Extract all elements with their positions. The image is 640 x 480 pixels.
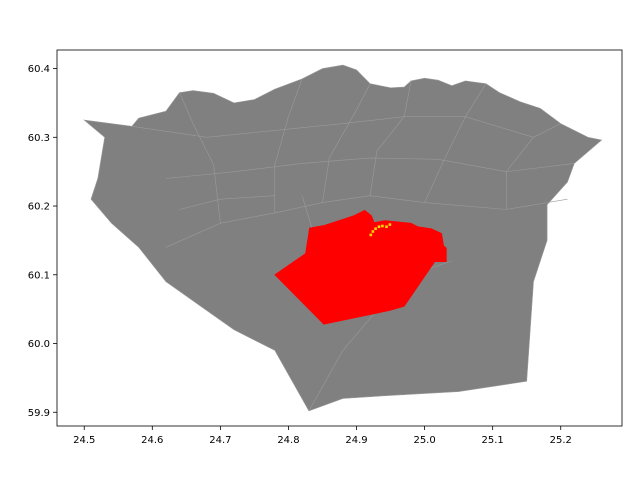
y-tick-label-6: 60.4 bbox=[28, 64, 50, 75]
point-marker-1 bbox=[369, 233, 373, 237]
y-tick-label-1: 59.9 bbox=[28, 408, 50, 419]
point-marker-2 bbox=[371, 230, 375, 233]
plot-area bbox=[83, 64, 603, 412]
y-tick-label-4: 60.2 bbox=[28, 202, 50, 213]
x-tick-label-2: 24.6 bbox=[141, 435, 163, 446]
x-tick-label-6: 25.0 bbox=[413, 435, 435, 446]
district-border-8 bbox=[165, 157, 575, 179]
point-marker-3 bbox=[374, 227, 377, 230]
district-border-5 bbox=[369, 80, 412, 196]
axes-frame bbox=[56, 49, 623, 427]
point-marker-6 bbox=[385, 225, 388, 228]
highlighted-district bbox=[274, 209, 447, 325]
district-border-1 bbox=[165, 195, 568, 248]
x-tick-label-4: 24.8 bbox=[277, 435, 299, 446]
x-tick-label-8: 25.2 bbox=[550, 435, 572, 446]
point-marker-7 bbox=[388, 223, 392, 226]
y-tick-label-2: 60.0 bbox=[28, 339, 50, 350]
x-tick-label-7: 25.1 bbox=[482, 435, 504, 446]
district-border-9 bbox=[131, 116, 534, 138]
x-tick-label-1: 24.5 bbox=[73, 435, 95, 446]
axes: 24.5 24.6 24.7 24.8 24.9 25.0 25.1 25.2 59.9 60.0… bbox=[28, 49, 623, 446]
y-tick-label-3: 60.1 bbox=[28, 270, 50, 281]
point-marker-4 bbox=[377, 225, 381, 228]
district-border-2 bbox=[179, 92, 221, 224]
district-border-3 bbox=[274, 78, 303, 213]
point-marker-5 bbox=[381, 224, 384, 228]
x-tick-label-3: 24.7 bbox=[209, 435, 231, 446]
district-border-11 bbox=[179, 195, 275, 210]
y-tick-label-5: 60.3 bbox=[28, 133, 50, 144]
district-border-4 bbox=[322, 83, 371, 203]
district-border-7 bbox=[505, 123, 561, 210]
x-tick-label-5: 24.9 bbox=[345, 435, 367, 446]
district-border-6 bbox=[424, 83, 487, 203]
